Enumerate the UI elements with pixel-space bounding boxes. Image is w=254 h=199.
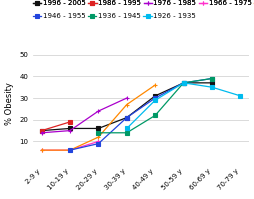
1956 - 1965 bbox=[97, 136, 100, 138]
Y-axis label: % Obesity: % Obesity bbox=[5, 82, 14, 125]
1996 - 2005 bbox=[182, 82, 185, 84]
1936 - 1945 bbox=[182, 82, 185, 84]
1966 - 1975 bbox=[40, 149, 43, 151]
1956 - 1965 bbox=[40, 149, 43, 151]
1986 - 1995 bbox=[68, 121, 71, 123]
1936 - 1945 bbox=[154, 114, 157, 117]
Line: 1946 - 1955: 1946 - 1955 bbox=[68, 77, 214, 152]
1996 - 2005 bbox=[125, 116, 128, 119]
Line: 1936 - 1945: 1936 - 1945 bbox=[97, 77, 214, 135]
Legend: 1996 - 2005, 1986 - 1995, 1976 - 1985, 1966 - 1975, 1956 - 1965: 1996 - 2005, 1986 - 1995, 1976 - 1985, 1… bbox=[33, 0, 254, 6]
1996 - 2005 bbox=[154, 95, 157, 97]
1956 - 1965 bbox=[68, 149, 71, 151]
Line: 1956 - 1965: 1956 - 1965 bbox=[40, 83, 157, 152]
Line: 1986 - 1995: 1986 - 1995 bbox=[40, 120, 72, 132]
Legend: 1946 - 1955, 1936 - 1945, 1926 - 1935: 1946 - 1955, 1936 - 1945, 1926 - 1935 bbox=[33, 13, 196, 19]
1946 - 1955 bbox=[182, 82, 185, 84]
1936 - 1945 bbox=[125, 132, 128, 134]
1956 - 1965 bbox=[154, 84, 157, 86]
1966 - 1975 bbox=[68, 149, 71, 151]
1956 - 1965 bbox=[125, 103, 128, 106]
1976 - 1985 bbox=[68, 129, 71, 132]
1946 - 1955 bbox=[211, 77, 214, 80]
Line: 1966 - 1975: 1966 - 1975 bbox=[40, 140, 100, 152]
1986 - 1995 bbox=[40, 129, 43, 132]
1946 - 1955 bbox=[68, 149, 71, 151]
1996 - 2005 bbox=[211, 82, 214, 84]
1926 - 1935 bbox=[182, 82, 185, 84]
1976 - 1985 bbox=[97, 110, 100, 112]
1996 - 2005 bbox=[68, 127, 71, 130]
1996 - 2005 bbox=[97, 127, 100, 130]
1946 - 1955 bbox=[154, 97, 157, 99]
1926 - 1935 bbox=[154, 99, 157, 101]
1926 - 1935 bbox=[125, 127, 128, 130]
1936 - 1945 bbox=[97, 132, 100, 134]
1966 - 1975 bbox=[97, 140, 100, 143]
1976 - 1985 bbox=[125, 97, 128, 99]
1926 - 1935 bbox=[239, 95, 242, 97]
1946 - 1955 bbox=[125, 116, 128, 119]
Line: 1996 - 2005: 1996 - 2005 bbox=[40, 81, 214, 132]
1946 - 1955 bbox=[97, 142, 100, 145]
1976 - 1985 bbox=[40, 132, 43, 134]
Line: 1926 - 1935: 1926 - 1935 bbox=[125, 81, 242, 130]
1936 - 1945 bbox=[211, 77, 214, 80]
Line: 1976 - 1985: 1976 - 1985 bbox=[40, 96, 129, 135]
1996 - 2005 bbox=[40, 129, 43, 132]
1926 - 1935 bbox=[211, 86, 214, 88]
